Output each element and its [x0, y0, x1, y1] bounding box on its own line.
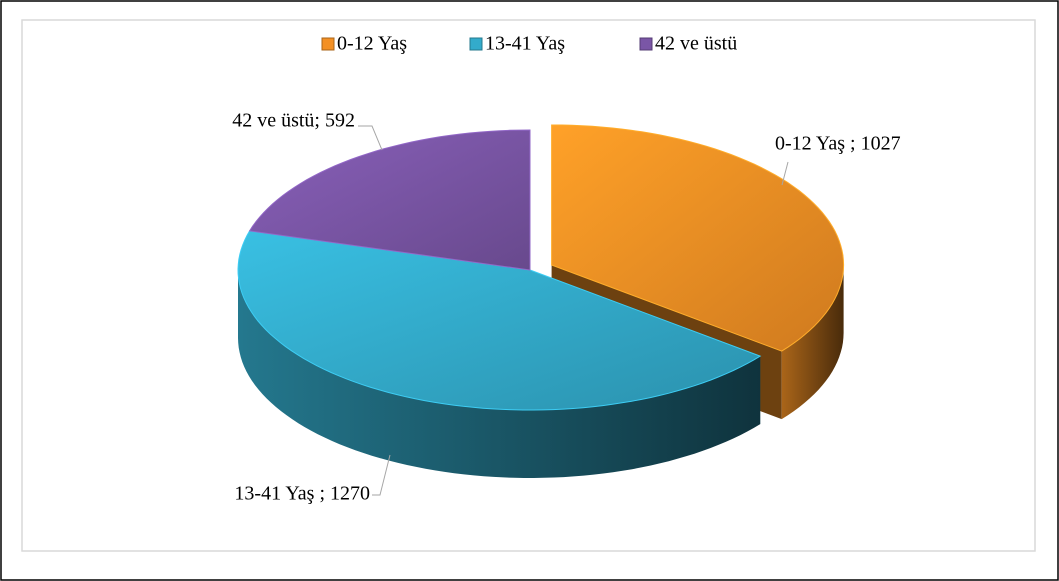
legend-label: 42 ve üstü [655, 33, 737, 55]
data-label: 42 ve üstü; 592 [232, 110, 355, 132]
legend-label: 13-41 Yaş [485, 33, 565, 55]
legend-swatch [321, 37, 335, 51]
slice [248, 129, 531, 271]
data-label: 13-41 Yaş ; 1270 [234, 483, 370, 505]
leader-line [358, 125, 383, 151]
slice [237, 230, 762, 411]
legend-swatch [469, 37, 483, 51]
legend-swatch [639, 37, 653, 51]
slice-side [781, 265, 844, 420]
slice-side [238, 270, 761, 478]
slice [551, 124, 845, 352]
leader-line [781, 161, 789, 186]
legend-label: 0-12 Yaş [337, 33, 407, 55]
data-label: 0-12 Yaş ; 1027 [775, 133, 901, 155]
leader-line [372, 454, 391, 496]
